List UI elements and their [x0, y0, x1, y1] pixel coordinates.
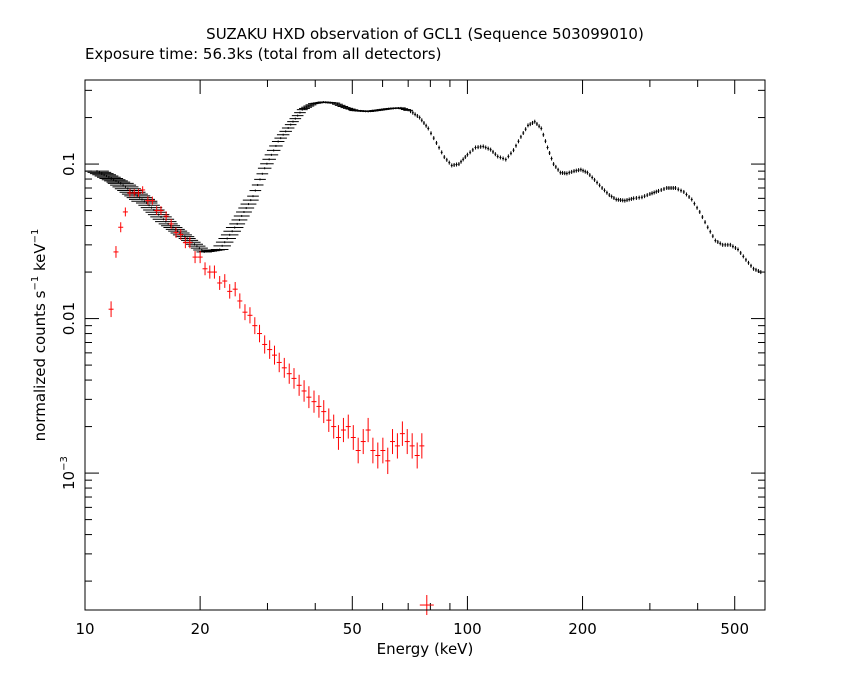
y-axis-label: normalized counts s−1 keV−1 — [30, 229, 49, 442]
y-axis-label-mid: keV — [31, 243, 49, 276]
x-tick-label: 10 — [75, 620, 94, 638]
x-tick-label: 200 — [568, 620, 597, 638]
plot-frame — [84, 79, 766, 611]
y-axis-label-prefix: normalized counts s — [31, 290, 49, 441]
y-axis-label-sup-2: −1 — [30, 229, 41, 244]
x-axis-label: Energy (keV) — [377, 640, 474, 658]
x-tick-label: 100 — [453, 620, 482, 638]
x-tick-label: 50 — [343, 620, 362, 638]
x-tick-label: 500 — [720, 620, 749, 638]
series-1 — [108, 186, 434, 616]
y-tick-label: 0.01 — [60, 302, 78, 335]
x-tick-label: 20 — [191, 620, 210, 638]
series-layer — [85, 101, 762, 616]
y-axis-label-sup-1: −1 — [30, 276, 41, 291]
chart-title: SUZAKU HXD observation of GCL1 (Sequence… — [206, 25, 644, 43]
y-tick-label: 10−3 — [59, 456, 78, 490]
series-0 — [85, 101, 762, 275]
y-tick-label: 0.1 — [60, 152, 78, 176]
x-axis: 10 20 50 100 200 500 — [75, 80, 766, 638]
chart-subtitle: Exposure time: 56.3ks (total from all de… — [85, 45, 441, 63]
y-axis: 0.1 0.01 10−3 — [59, 89, 765, 582]
